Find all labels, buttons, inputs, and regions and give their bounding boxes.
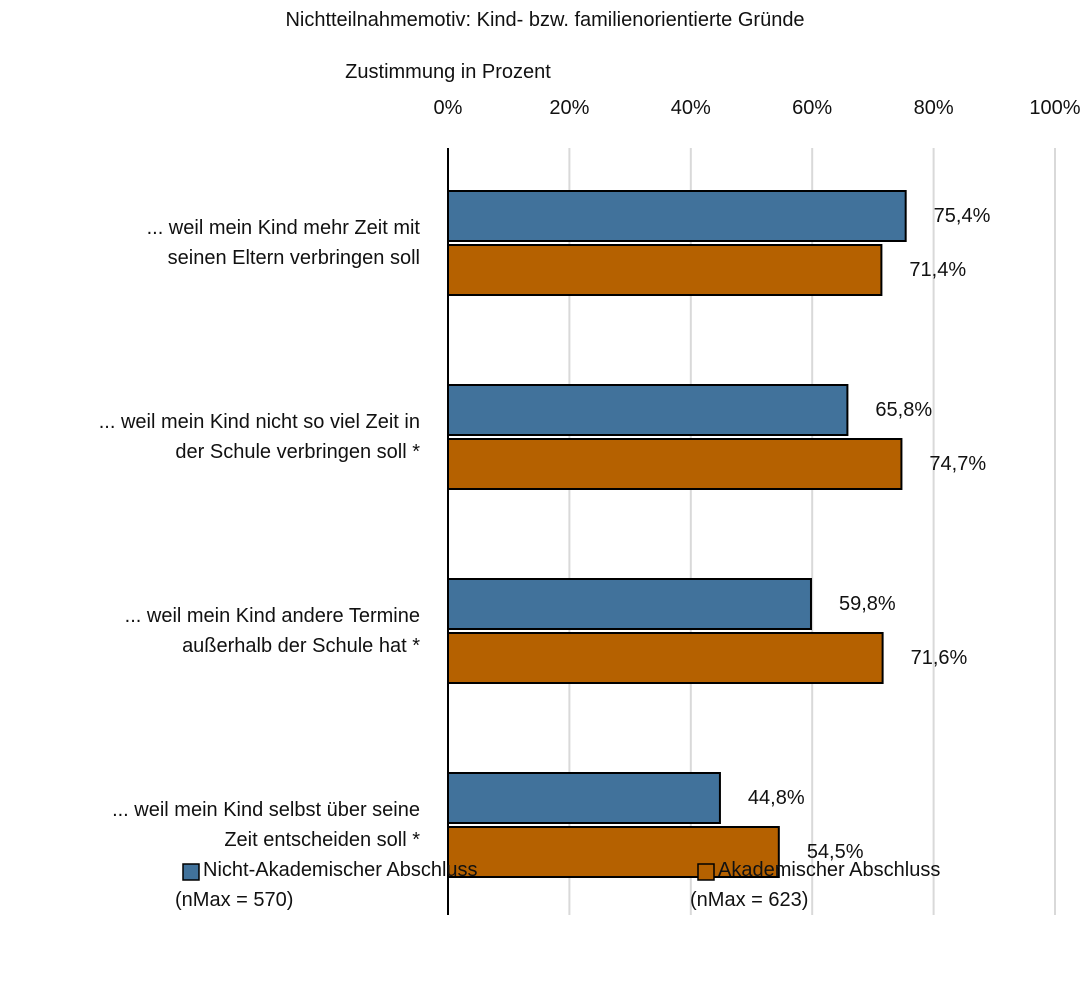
x-tick-label: 40% bbox=[670, 97, 711, 119]
x-tick-label: 20% bbox=[549, 97, 590, 119]
x-tick-label: 80% bbox=[913, 97, 954, 119]
bar bbox=[447, 244, 883, 296]
bar bbox=[447, 438, 903, 490]
category-label: ... weil mein Kind mehr Zeit mit seinen … bbox=[146, 217, 420, 269]
bar bbox=[447, 578, 812, 630]
x-tick-label: 60% bbox=[792, 97, 833, 119]
legend-label: Nicht-Akademischer Abschluss (nMax = 570… bbox=[175, 859, 478, 911]
bar bbox=[447, 384, 849, 436]
category-label: ... weil mein Kind andere Termine außerh… bbox=[124, 605, 420, 657]
value-label: 71,4% bbox=[909, 259, 967, 281]
value-label: 75,4% bbox=[933, 205, 991, 227]
bar bbox=[447, 190, 907, 242]
x-tick-label: 100% bbox=[1029, 97, 1081, 119]
category-label: ... weil mein Kind nicht so viel Zeit in… bbox=[98, 411, 420, 463]
legend-label: Akademischer Abschluss (nMax = 623) bbox=[690, 859, 941, 911]
legend-swatch bbox=[697, 863, 715, 881]
category-label: ... weil mein Kind selbst über seine Zei… bbox=[112, 799, 420, 851]
x-axis-title: Zustimmung in Prozent bbox=[345, 61, 551, 83]
legend-swatch bbox=[182, 863, 200, 881]
chart-title: Nichtteilnahmemotiv: Kind- bzw. familien… bbox=[285, 9, 805, 31]
value-label: 44,8% bbox=[747, 787, 805, 809]
value-label: 65,8% bbox=[875, 399, 933, 421]
value-label: 71,6% bbox=[910, 647, 968, 669]
value-label: 74,7% bbox=[929, 453, 987, 475]
bar bbox=[447, 772, 721, 824]
value-label: 54,5% bbox=[806, 841, 864, 863]
x-tick-label: 0% bbox=[433, 97, 463, 119]
bar bbox=[447, 826, 780, 878]
value-label: 59,8% bbox=[838, 593, 896, 615]
bar bbox=[447, 632, 884, 684]
